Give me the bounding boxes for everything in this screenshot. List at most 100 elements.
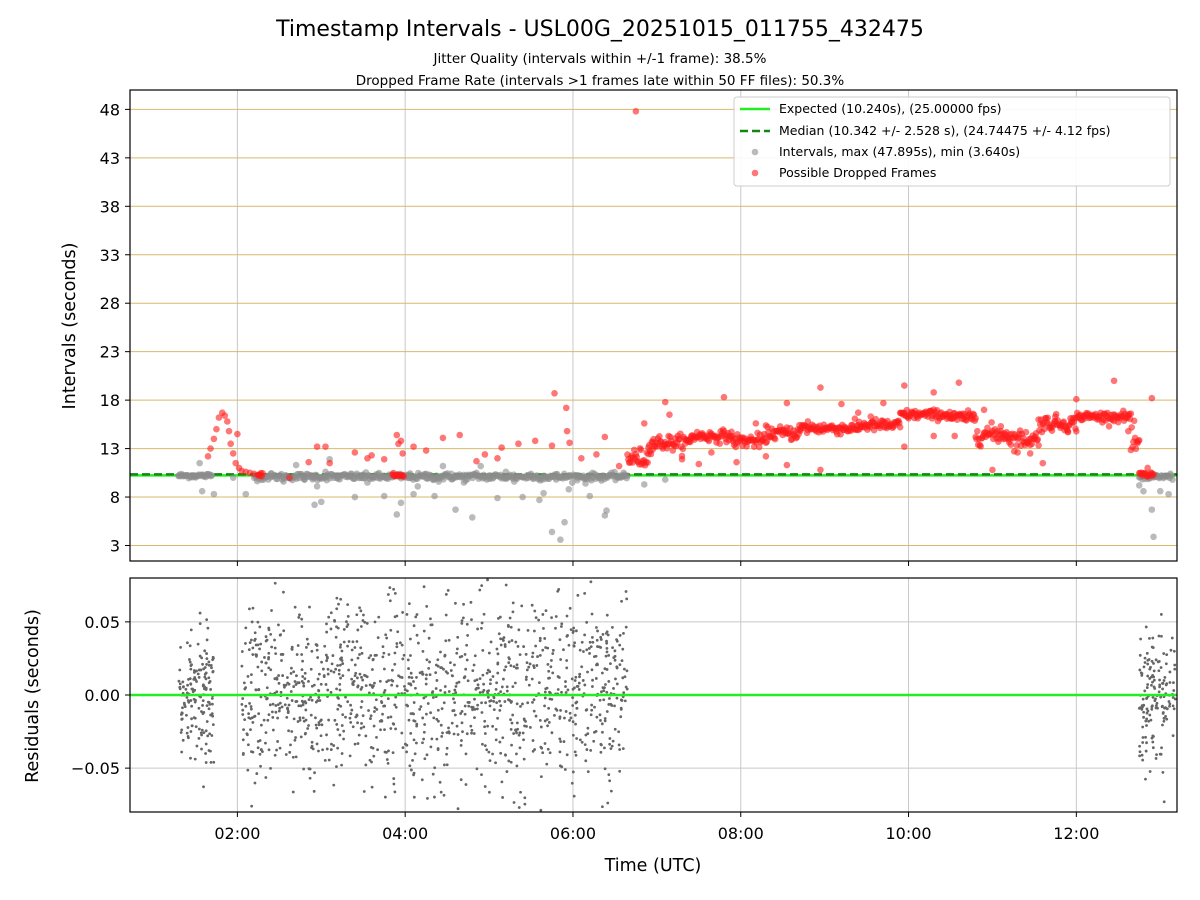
residual-point bbox=[599, 743, 603, 747]
residual-point bbox=[277, 674, 281, 677]
residual-point bbox=[568, 718, 571, 722]
residual-point bbox=[581, 679, 585, 682]
residual-point bbox=[452, 732, 456, 736]
residual-point bbox=[336, 626, 340, 630]
dropped-frame-point bbox=[494, 454, 501, 462]
residual-point bbox=[507, 640, 511, 644]
residual-point bbox=[1151, 636, 1155, 640]
residual-point bbox=[207, 676, 211, 680]
residual-point bbox=[248, 641, 252, 645]
dropped-frame-point bbox=[562, 404, 570, 412]
residual-point bbox=[181, 680, 185, 684]
residual-point bbox=[379, 728, 382, 732]
residual-point bbox=[449, 669, 453, 672]
residual-point bbox=[383, 795, 387, 799]
dropped-frame-point bbox=[439, 434, 447, 442]
residual-point bbox=[591, 678, 594, 682]
dropped-frame-point bbox=[566, 439, 573, 447]
dropped-frame-point bbox=[227, 440, 234, 448]
residual-point bbox=[608, 737, 612, 740]
residual-point bbox=[611, 646, 614, 650]
residual-point bbox=[205, 657, 209, 661]
residual-point bbox=[1163, 706, 1166, 710]
residual-point bbox=[589, 645, 593, 649]
residual-point bbox=[194, 725, 198, 729]
residual-point bbox=[512, 801, 516, 804]
residual-point bbox=[326, 688, 330, 692]
residual-point bbox=[498, 740, 502, 744]
residual-point bbox=[325, 747, 329, 751]
residual-point bbox=[250, 673, 253, 677]
residual-point bbox=[583, 743, 587, 747]
residual-point bbox=[362, 725, 366, 729]
residual-point bbox=[346, 603, 350, 606]
residual-point bbox=[369, 654, 373, 657]
dropped-frame-point bbox=[1044, 414, 1052, 422]
top-y-tick-label: 43 bbox=[100, 149, 120, 168]
residual-point bbox=[360, 675, 363, 679]
residual-point bbox=[434, 671, 438, 675]
residual-point bbox=[547, 669, 551, 673]
residual-point bbox=[574, 753, 578, 757]
residual-point bbox=[591, 640, 595, 644]
residual-point bbox=[1152, 669, 1156, 673]
x-axis-label: Time (UTC) bbox=[604, 856, 702, 876]
residual-point bbox=[356, 628, 360, 632]
residual-point bbox=[1171, 734, 1175, 738]
residual-point bbox=[601, 633, 605, 636]
residual-point bbox=[491, 752, 494, 756]
residual-point bbox=[508, 657, 511, 661]
residual-point bbox=[496, 716, 500, 720]
interval-point bbox=[540, 489, 547, 497]
residual-point bbox=[370, 684, 374, 688]
residual-point bbox=[434, 663, 438, 667]
residual-point bbox=[385, 680, 389, 684]
residual-point bbox=[342, 628, 346, 631]
residual-point bbox=[1140, 707, 1144, 711]
residual-point bbox=[495, 701, 499, 705]
top-y-tick-label: 8 bbox=[110, 488, 120, 507]
residual-point bbox=[315, 648, 319, 652]
residual-point bbox=[333, 718, 337, 722]
residual-point bbox=[317, 723, 321, 727]
residual-point bbox=[1171, 696, 1175, 699]
dropped-frame-point bbox=[410, 443, 417, 450]
residual-point bbox=[248, 607, 251, 611]
residual-point bbox=[572, 626, 576, 630]
residual-point bbox=[521, 702, 524, 706]
residual-point bbox=[201, 704, 204, 707]
residual-point bbox=[1161, 687, 1165, 691]
residual-point bbox=[539, 725, 543, 729]
residual-point bbox=[530, 603, 534, 607]
residual-point bbox=[386, 697, 390, 701]
residual-point bbox=[496, 671, 500, 675]
residual-point bbox=[290, 645, 294, 649]
residual-point bbox=[585, 648, 589, 652]
residual-point bbox=[483, 785, 487, 788]
residual-point bbox=[1167, 700, 1171, 703]
residual-point bbox=[356, 656, 360, 660]
residual-point bbox=[576, 593, 580, 597]
residual-point bbox=[189, 699, 193, 702]
residual-point bbox=[360, 651, 364, 655]
residual-point bbox=[179, 646, 182, 649]
residual-point bbox=[509, 727, 513, 731]
residual-point bbox=[499, 637, 502, 641]
residual-point bbox=[270, 609, 273, 612]
residual-point bbox=[364, 734, 368, 738]
residual-point bbox=[544, 646, 548, 649]
residual-point bbox=[209, 760, 213, 764]
residual-point bbox=[505, 770, 509, 773]
residual-point bbox=[504, 753, 507, 757]
residual-point bbox=[507, 661, 511, 665]
residual-point bbox=[605, 668, 609, 671]
residual-point bbox=[442, 793, 446, 797]
residual-point bbox=[460, 621, 464, 625]
residual-point bbox=[1170, 636, 1174, 640]
residual-point bbox=[456, 807, 460, 811]
residual-point bbox=[462, 676, 466, 680]
residual-point bbox=[578, 672, 582, 676]
residual-point bbox=[445, 731, 449, 735]
residual-point bbox=[302, 767, 306, 771]
residual-point bbox=[525, 668, 529, 672]
